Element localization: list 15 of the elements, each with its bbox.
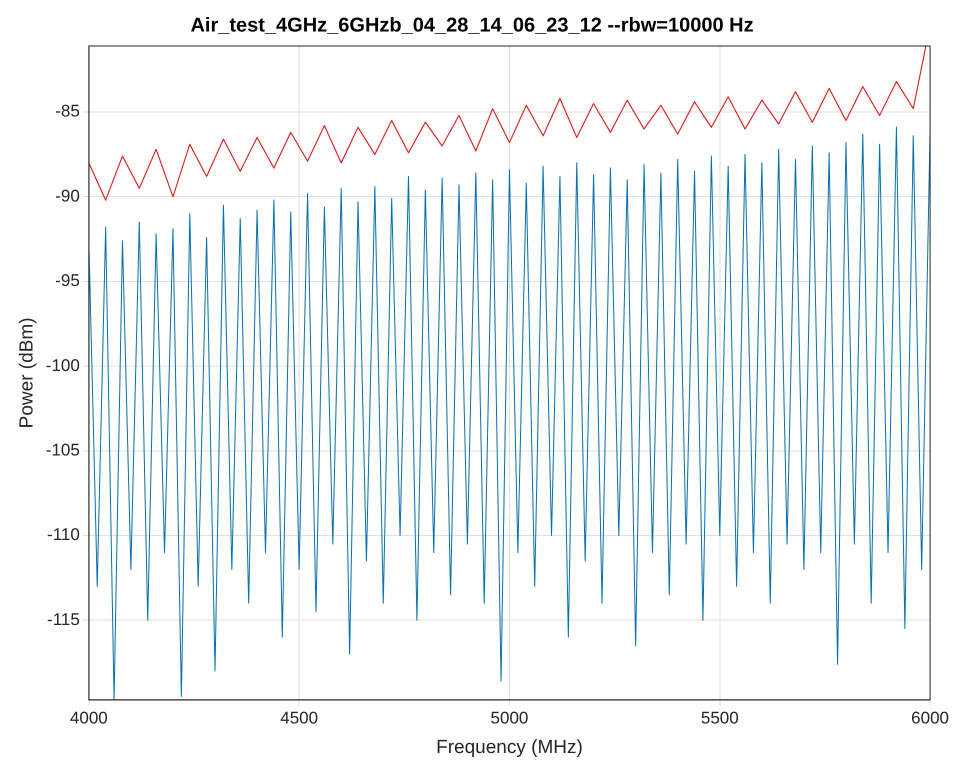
y-tick-label: -115 [47,610,80,629]
y-tick-label: -100 [46,356,80,375]
y-tick-label: -90 [55,186,80,206]
y-axis-title: Power (dBm) [16,317,38,428]
y-tick-label: -105 [46,440,80,460]
x-tick-label: 4000 [70,708,108,728]
x-tick-label: 5000 [490,708,528,728]
y-tick-label: -110 [47,525,80,544]
x-tick-label: 6000 [911,708,950,728]
x-axis-title: Frequency (MHz) [436,736,583,758]
x-tick-label: 4500 [280,708,318,728]
x-tick-label: 5500 [700,708,739,728]
y-tick-label: -85 [55,102,80,121]
chart-title: Air_test_4GHz_6GHzb_04_28_14_06_23_12 --rbw=10000 Hz [190,14,754,37]
y-tick-label: -95 [55,271,80,290]
